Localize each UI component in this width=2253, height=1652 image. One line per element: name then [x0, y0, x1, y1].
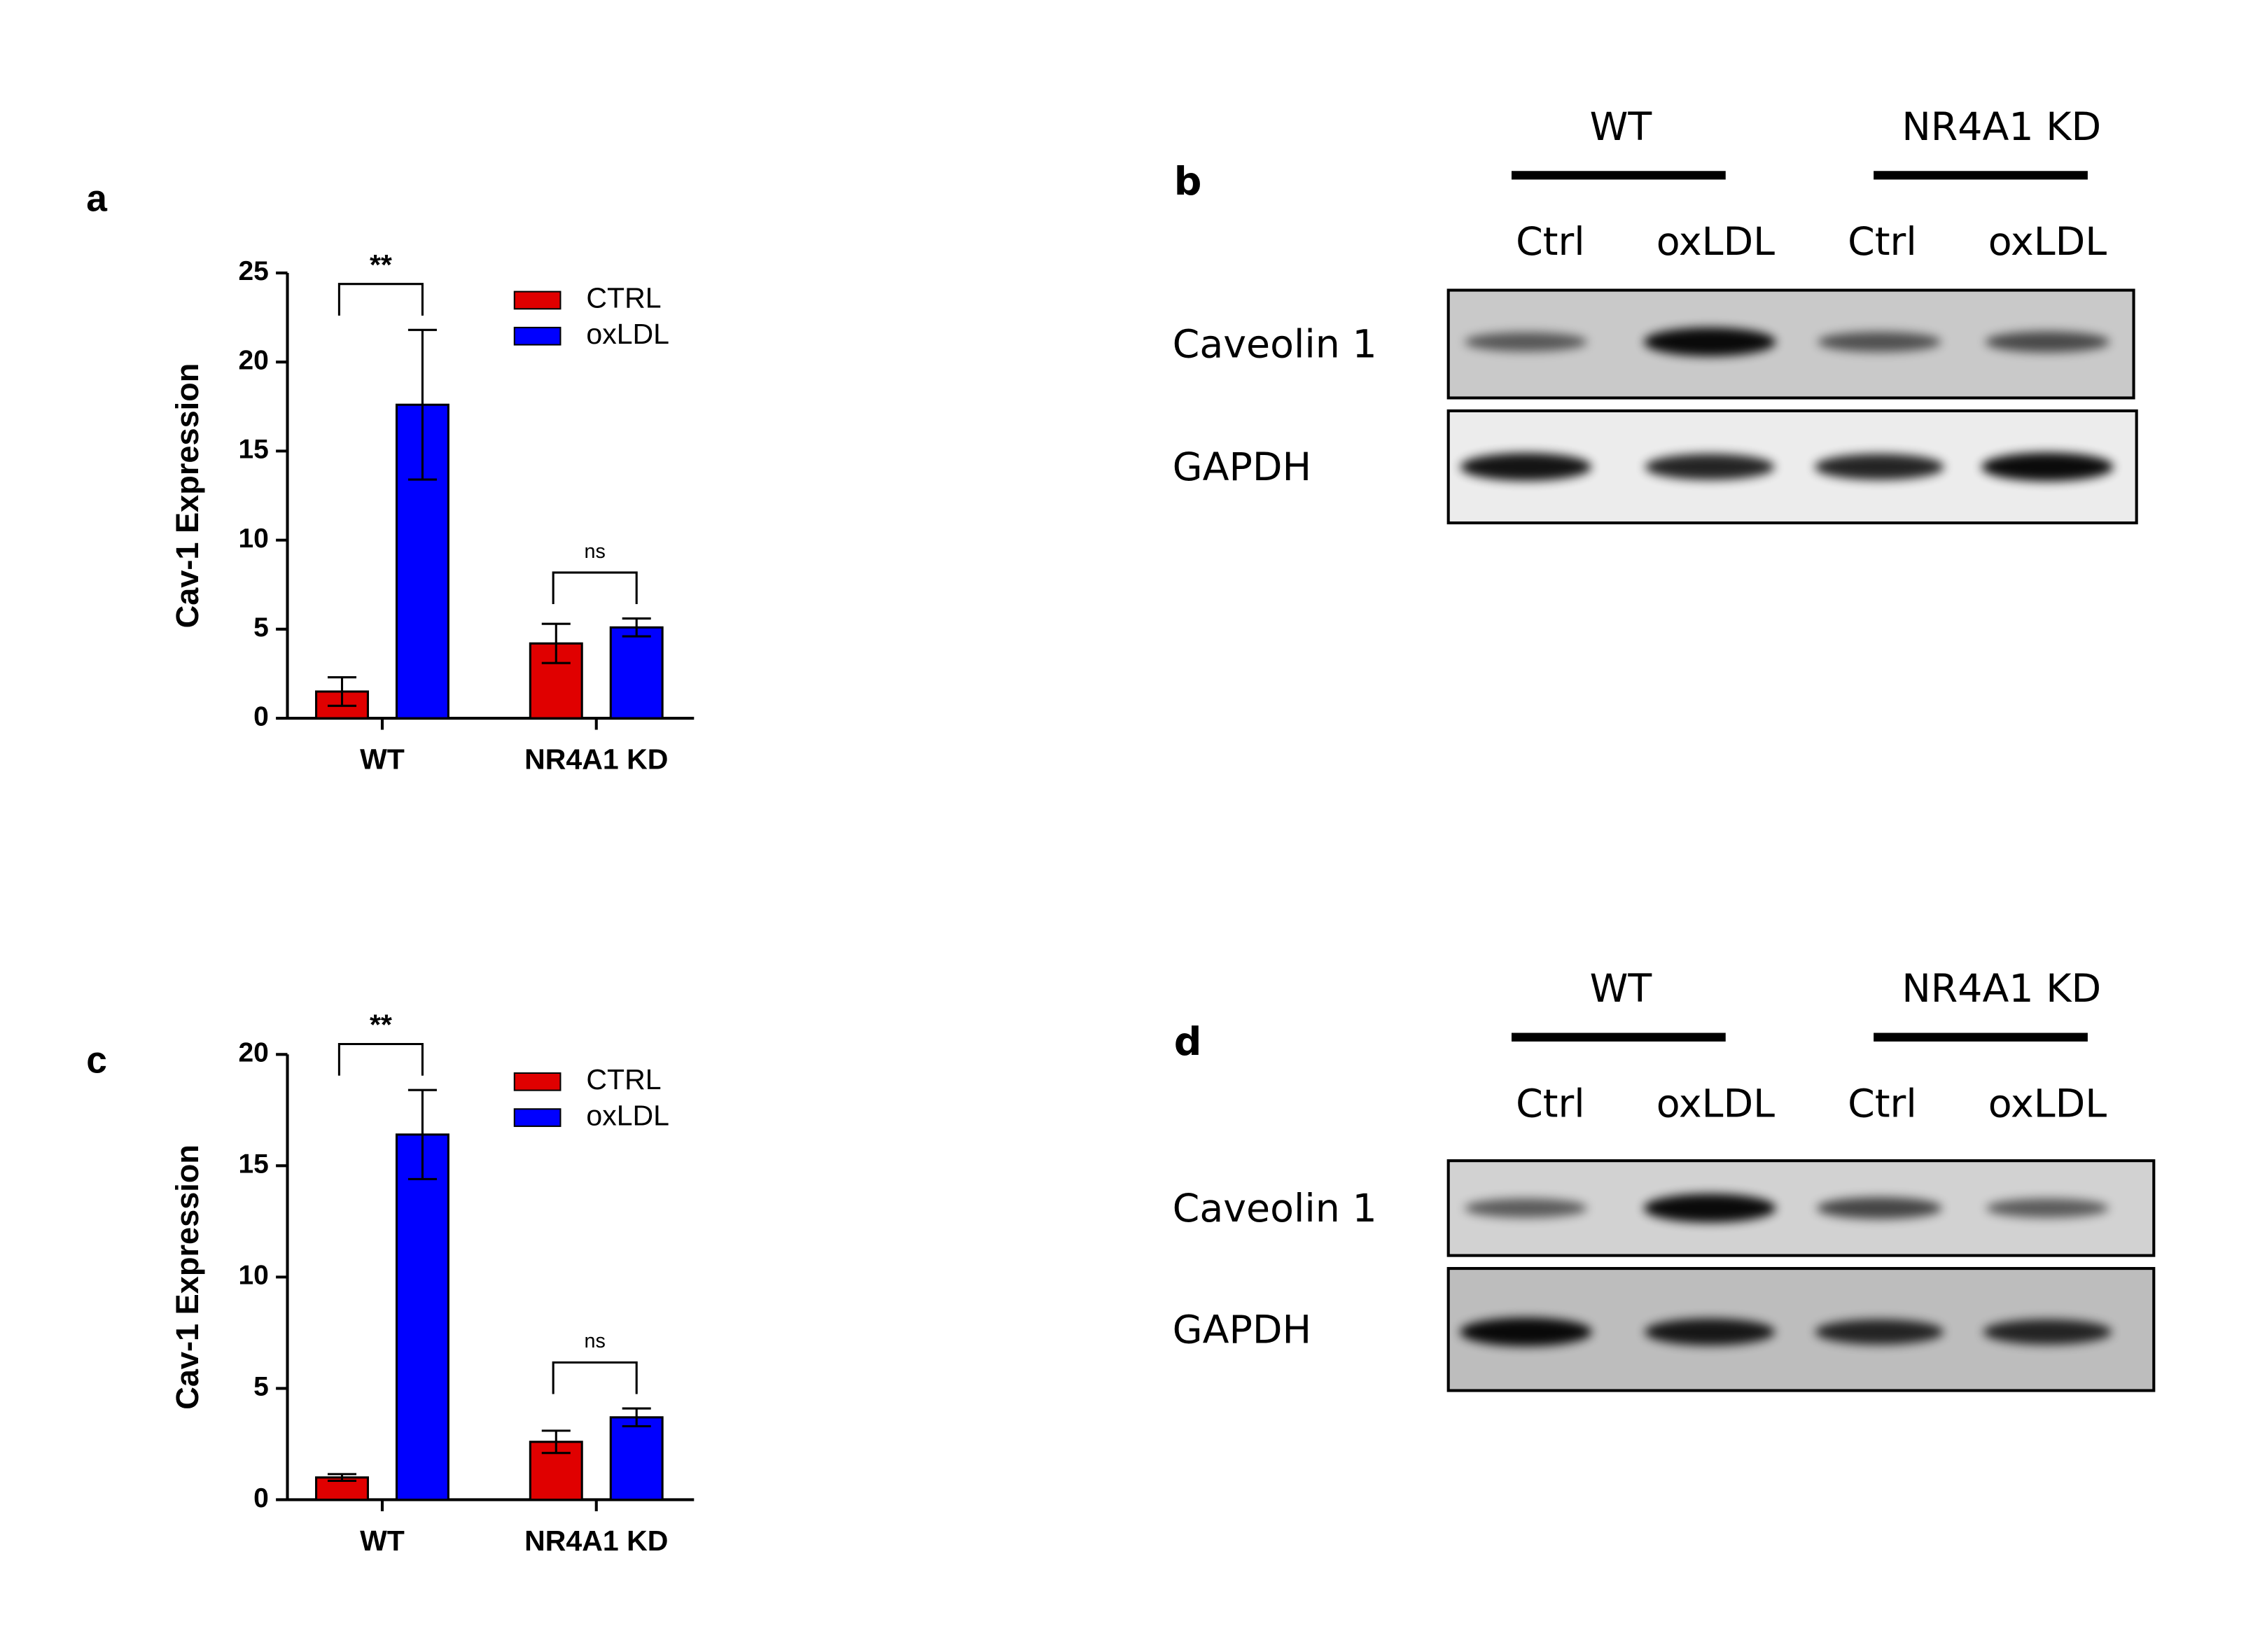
blot-band — [1643, 1194, 1776, 1223]
blot-band — [1818, 332, 1941, 352]
row-label: GAPDH — [1173, 445, 1312, 490]
significance-bracket — [552, 571, 638, 605]
y-tick-label: 20 — [238, 345, 268, 375]
legend-swatch — [513, 326, 561, 346]
y-tick-label: 5 — [253, 612, 269, 643]
significance-label: ** — [370, 1009, 392, 1041]
x-tick-label: NR4A1 KD — [524, 1525, 668, 1557]
blot-band — [1816, 1197, 1942, 1219]
x-tick-label: WT — [360, 1525, 405, 1557]
bar — [609, 626, 664, 720]
legend-label: CTRL — [586, 282, 661, 314]
y-axis-label: Cav-1 Expression — [169, 1144, 205, 1410]
legend-label: CTRL — [586, 1063, 661, 1096]
row-label: GAPDH — [1173, 1308, 1312, 1353]
y-tick-label: 25 — [238, 256, 268, 286]
y-tick-label: 10 — [238, 1261, 268, 1291]
blot-band — [1814, 454, 1944, 480]
panel-label: a — [86, 178, 107, 219]
significance-label: ** — [370, 248, 392, 281]
x-tick-label: NR4A1 KD — [524, 743, 668, 775]
blot-band — [1986, 1198, 2109, 1218]
y-tick-label: 0 — [253, 701, 269, 732]
y-tick-label: 20 — [238, 1038, 268, 1068]
blot-band — [1645, 1318, 1776, 1346]
row-label: Caveolin 1 — [1173, 1186, 1377, 1231]
lane-label: Ctrl — [1516, 1082, 1585, 1126]
blot-frame — [1446, 409, 2138, 525]
significance-bracket — [337, 283, 424, 316]
blot-band — [1460, 1317, 1592, 1347]
significance-bracket — [337, 1042, 424, 1076]
blot-band — [1464, 1198, 1588, 1218]
blot-band — [1643, 327, 1776, 356]
y-tick-label: 15 — [238, 435, 268, 465]
bar — [395, 1133, 449, 1502]
lane-label: oxLDL — [1988, 1082, 2107, 1126]
x-tick-label: WT — [360, 743, 405, 775]
lane-label: oxLDL — [1988, 220, 2107, 265]
row-label: Caveolin 1 — [1173, 323, 1377, 368]
group-label: NR4A1 KD — [1902, 105, 2101, 150]
lane-label: Ctrl — [1848, 220, 1917, 265]
blot-band — [1981, 452, 2114, 482]
legend-label: oxLDL — [586, 318, 669, 350]
blot-band — [1985, 331, 2110, 353]
blot-band — [1983, 1319, 2112, 1345]
blot-band — [1464, 332, 1588, 352]
bar — [609, 1416, 664, 1502]
blot-frame — [1446, 1267, 2156, 1392]
legend-swatch — [513, 1072, 561, 1091]
legend-swatch — [513, 1108, 561, 1127]
blot-band — [1460, 453, 1592, 481]
y-tick-label: 5 — [253, 1372, 269, 1402]
lane-label: oxLDL — [1656, 220, 1775, 265]
y-axis-label: Cav-1 Expression — [169, 363, 205, 629]
panel-label: b — [1174, 160, 1202, 204]
blot-frame — [1446, 1159, 2156, 1257]
significance-bracket — [552, 1361, 638, 1394]
significance-label: ns — [585, 540, 606, 563]
panel-label: c — [86, 1040, 107, 1082]
y-tick-label: 10 — [238, 524, 268, 554]
lane-label: Ctrl — [1516, 220, 1585, 265]
group-label: NR4A1 KD — [1902, 967, 2101, 1011]
bar — [529, 642, 583, 720]
y-tick-label: 0 — [253, 1483, 269, 1513]
lane-label: oxLDL — [1656, 1082, 1775, 1126]
significance-label: ns — [585, 1330, 606, 1352]
blot-frame — [1446, 288, 2135, 400]
lane-label: Ctrl — [1848, 1082, 1917, 1126]
y-tick-label: 15 — [238, 1149, 268, 1180]
blot-band — [1645, 454, 1775, 480]
group-label: WT — [1590, 105, 1652, 150]
group-label: WT — [1590, 967, 1652, 1011]
legend-swatch — [513, 290, 561, 310]
panel-label: d — [1174, 1020, 1202, 1065]
legend-label: oxLDL — [586, 1099, 669, 1131]
blot-band — [1815, 1319, 1944, 1345]
